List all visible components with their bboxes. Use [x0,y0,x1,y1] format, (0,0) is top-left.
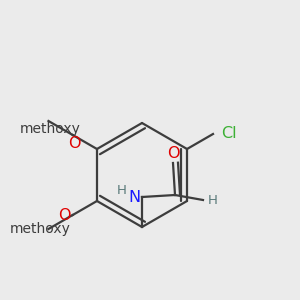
Text: H: H [117,184,127,196]
Text: methoxy: methoxy [10,222,71,236]
Text: Cl: Cl [221,127,237,142]
Text: O: O [167,146,179,160]
Text: H: H [208,194,218,206]
Text: methoxy: methoxy [20,122,81,136]
Text: O: O [58,208,71,223]
Text: O: O [68,136,81,151]
Text: N: N [128,190,140,205]
